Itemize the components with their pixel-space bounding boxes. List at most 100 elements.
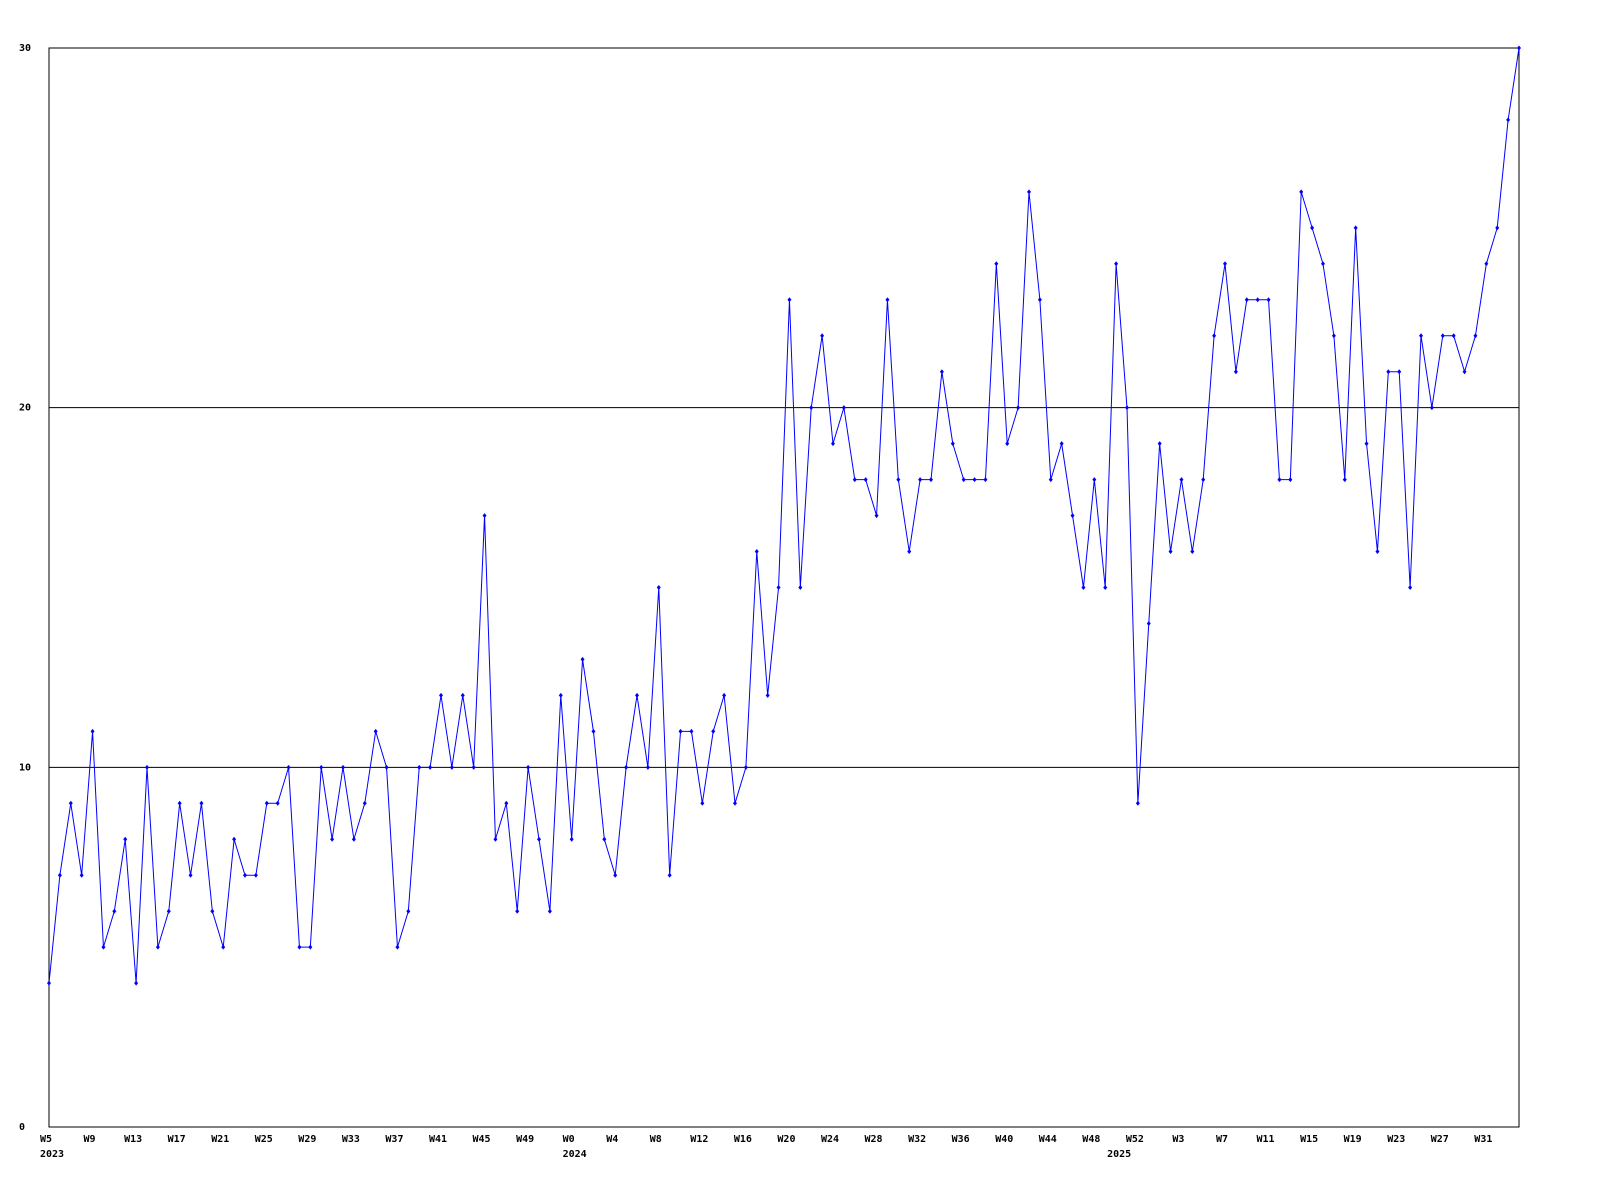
data-point: [1190, 549, 1195, 555]
data-point: [1059, 441, 1064, 447]
x-tick-label: W4: [606, 1134, 618, 1145]
data-point: [1353, 225, 1358, 231]
x-tick-label: W21: [211, 1134, 229, 1145]
data-point: [47, 980, 51, 986]
x-tick-label: W41: [429, 1134, 447, 1145]
data-point: [449, 764, 454, 770]
data-point: [79, 872, 84, 878]
data-point: [155, 944, 160, 950]
data-point: [896, 477, 901, 483]
x-tick-label: W20: [777, 1134, 795, 1145]
x-tick-label: W44: [1039, 1134, 1057, 1145]
data-point: [1168, 549, 1173, 555]
data-point: [929, 477, 933, 483]
data-point: [1277, 477, 1282, 483]
data-point: [1375, 549, 1380, 555]
data-point: [1212, 333, 1217, 339]
x-tick-label: W40: [995, 1134, 1013, 1145]
data-point: [341, 764, 345, 770]
x-year-label: 2025: [1107, 1149, 1131, 1160]
data-point: [1037, 297, 1042, 303]
data-point: [635, 692, 639, 698]
data-point: [1223, 261, 1227, 267]
data-point: [776, 585, 781, 590]
x-tick-label: W9: [84, 1134, 96, 1145]
y-tick-label: 20: [19, 403, 31, 414]
data-point: [101, 944, 106, 950]
x-tick-label: W5: [40, 1134, 52, 1145]
x-tick-label: W48: [1082, 1134, 1100, 1145]
data-point: [645, 764, 650, 770]
data-point: [1048, 477, 1053, 483]
data-point: [439, 692, 443, 698]
data-point: [907, 549, 912, 555]
x-tick-label: W27: [1431, 1134, 1449, 1145]
x-tick-label: W49: [516, 1134, 534, 1145]
x-tick-label: W13: [124, 1134, 142, 1145]
data-point: [1146, 620, 1151, 626]
data-point: [961, 477, 966, 483]
data-line: [48, 47, 1520, 984]
data-point: [471, 764, 476, 770]
data-point: [243, 872, 247, 878]
data-point: [384, 764, 389, 770]
data-point: [1429, 405, 1434, 411]
data-point: [373, 728, 378, 734]
data-point: [526, 764, 531, 770]
data-point: [994, 261, 999, 267]
data-point: [678, 728, 683, 734]
x-tick-label: W31: [1474, 1134, 1492, 1145]
x-year-label: 2024: [563, 1149, 587, 1160]
data-point: [460, 692, 465, 698]
data-point: [1016, 405, 1021, 411]
data-point: [68, 800, 73, 806]
data-point: [831, 441, 835, 447]
data-point: [134, 980, 139, 986]
data-point: [90, 728, 95, 734]
data-point: [591, 728, 596, 734]
data-point: [406, 908, 411, 914]
data-point: [733, 800, 737, 806]
data-point: [112, 908, 117, 914]
data-point: [1266, 297, 1271, 303]
data-point: [275, 800, 280, 806]
x-tick-label: W52: [1126, 1134, 1144, 1145]
data-point: [547, 908, 552, 914]
data-point: [918, 477, 923, 483]
data-point: [1408, 585, 1413, 590]
data-point: [667, 872, 672, 878]
data-point: [1005, 441, 1010, 447]
data-point: [711, 728, 716, 734]
plot-frame: [48, 47, 1520, 1128]
data-point: [972, 477, 977, 483]
data-point: [253, 872, 258, 878]
x-tick-label: W11: [1257, 1134, 1275, 1145]
data-point: [210, 908, 215, 914]
data-point: [580, 656, 585, 662]
data-point: [1473, 333, 1478, 339]
data-point: [602, 836, 607, 842]
x-tick-label: W36: [952, 1134, 970, 1145]
data-point: [787, 297, 792, 303]
x-tick-label: W37: [385, 1134, 403, 1145]
data-point: [754, 549, 759, 555]
data-point: [1419, 333, 1423, 339]
data-point: [362, 800, 367, 806]
data-point: [428, 764, 433, 770]
data-point: [743, 764, 748, 770]
data-point: [493, 836, 498, 842]
x-tick-label: W28: [865, 1134, 883, 1145]
data-point: [330, 836, 335, 842]
y-tick-label: 30: [19, 43, 31, 54]
data-point: [1310, 225, 1315, 231]
data-point: [297, 944, 302, 950]
data-point: [1331, 333, 1336, 339]
data-point: [1386, 369, 1391, 375]
data-point: [1484, 261, 1489, 267]
data-point: [624, 764, 629, 770]
x-tick-label: W8: [650, 1134, 662, 1145]
x-tick-label: W16: [734, 1134, 752, 1145]
x-year-label: 2023: [40, 1149, 64, 1160]
data-point: [515, 908, 520, 914]
